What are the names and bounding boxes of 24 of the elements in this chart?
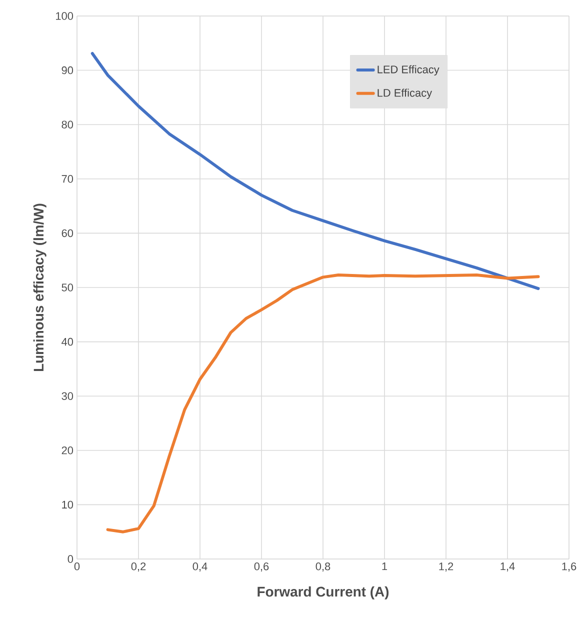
x-tick-label: 1,4	[500, 562, 515, 572]
y-tick-label: 50	[62, 284, 74, 292]
y-axis-title: Luminous efficacy (lm/W)	[33, 204, 46, 372]
x-tick-label: 0,4	[192, 562, 208, 572]
y-tick-label: 70	[62, 175, 74, 183]
y-tick-label: 30	[62, 392, 74, 400]
y-tick-label: 60	[62, 229, 74, 238]
y-tick-label: 40	[62, 338, 74, 346]
x-tick-label: 0,6	[254, 562, 269, 572]
legend-label: LED Efficacy	[378, 65, 440, 76]
x-tick-label: 0,8	[316, 562, 330, 572]
legend-label: LD Efficacy	[378, 88, 432, 99]
x-tick-label: 1	[382, 562, 388, 570]
y-tick-label: 20	[62, 446, 74, 454]
y-tick-label: 0	[68, 555, 74, 563]
y-tick-label: 10	[62, 500, 74, 509]
x-tick-label: 0,2	[131, 562, 146, 572]
x-tick-label: 1,6	[562, 562, 576, 572]
x-axis-title: Forward Current (A)	[258, 586, 389, 600]
y-tick-label: 80	[62, 120, 74, 128]
y-tick-label: 90	[62, 66, 74, 74]
x-tick-label: 1,2	[439, 562, 454, 572]
y-tick-label: 100	[56, 12, 74, 20]
x-tick-label: 0	[74, 562, 80, 570]
